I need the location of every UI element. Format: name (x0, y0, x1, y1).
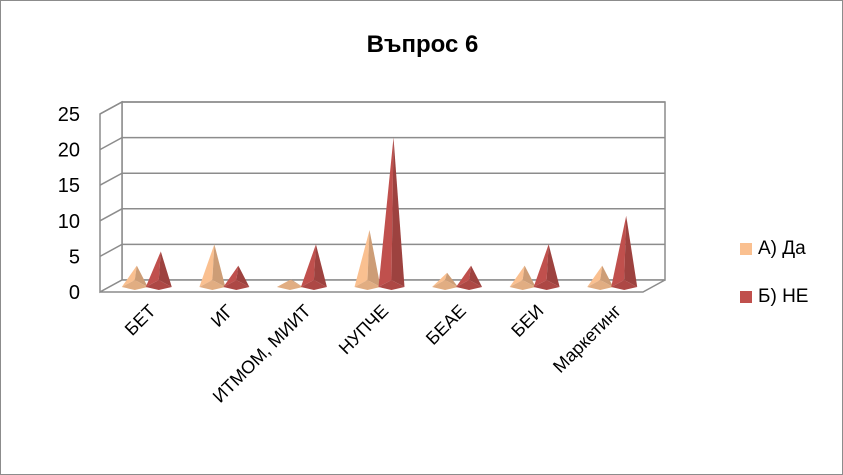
pyramid-base (300, 280, 327, 290)
pyramid-ne (223, 265, 250, 290)
side-wall (99, 100, 123, 294)
gridline (99, 136, 665, 151)
pyramid-base (354, 280, 381, 290)
gridlines (99, 101, 665, 258)
pyramid-right-face (367, 230, 381, 287)
pyramid-left-face (456, 265, 472, 287)
pyramid-da (276, 279, 303, 290)
pyramid-left-face (300, 244, 316, 287)
pyramid-ne (145, 251, 172, 290)
pyramid-base (378, 280, 405, 290)
x-tick-label: Маркетинг (549, 300, 625, 376)
pyramid-ne (300, 244, 327, 290)
pyramid-base (509, 280, 536, 290)
pyramid-right-face (546, 244, 560, 287)
pyramid-right-face (313, 244, 327, 287)
pyramid-da (199, 244, 226, 290)
pyramid-left-face (223, 265, 239, 287)
pyramid-base (145, 280, 172, 290)
data-marks (121, 137, 638, 290)
pyramid-right-face (134, 265, 148, 287)
pyramid-left-face (354, 230, 370, 287)
x-tick-label: БЕИ (507, 301, 547, 341)
pyramid-right-face (212, 244, 226, 287)
pyramid-base (432, 280, 459, 290)
pyramid-da (587, 265, 614, 290)
chart-title: Въпрос 6 (366, 31, 479, 58)
pyramid-base (456, 280, 483, 290)
pyramid-right-face (600, 265, 614, 287)
legend: А) Да Б) НЕ (740, 238, 808, 334)
pyramid-base (611, 280, 638, 290)
pyramid-left-face (378, 137, 394, 287)
gridline (99, 243, 665, 258)
pyramid-left-face (432, 272, 448, 287)
pyramid-da (509, 265, 536, 290)
pyramid-right-face (236, 265, 250, 287)
legend-item-ne: Б) НЕ (740, 286, 808, 308)
y-tick-label: 15 (58, 175, 80, 197)
pyramid-right-face (445, 272, 459, 287)
gridline (99, 208, 665, 222)
pyramid-base (121, 280, 148, 290)
pyramid-ne (611, 215, 638, 290)
y-tick-label: 5 (69, 246, 80, 268)
y-tick-label: 25 (58, 104, 80, 126)
legend-swatch-ne (740, 291, 752, 303)
pyramid-left-face (145, 251, 161, 287)
pyramid-base (199, 280, 226, 290)
pyramid-right-face (289, 279, 303, 287)
legend-label-da: А) Да (758, 238, 806, 259)
pyramid-da (121, 265, 148, 290)
pyramid-right-face (391, 137, 405, 287)
legend-item-da: А) Да (740, 238, 808, 260)
pyramid-base (276, 280, 303, 290)
pyramid-right-face (469, 265, 483, 287)
gridline (99, 101, 665, 115)
pyramid-left-face (611, 215, 627, 287)
legend-swatch-da (740, 243, 752, 255)
x-tick-label: БЕТ (121, 301, 160, 340)
y-tick-label: 10 (58, 211, 80, 233)
pyramid-ne (533, 244, 560, 290)
pyramid-right-face (158, 251, 172, 287)
y-tick-label: 0 (69, 282, 80, 304)
y-tick-label: 20 (58, 140, 80, 162)
pyramid-ne (378, 137, 405, 290)
pyramid-left-face (587, 265, 603, 287)
pyramid-right-face (624, 215, 638, 287)
pyramid-left-face (533, 244, 549, 287)
x-tick-label: НУПЧЕ (335, 301, 393, 359)
pyramid-right-face (522, 265, 536, 287)
pyramid-base (223, 280, 250, 290)
pyramid-left-face (121, 265, 137, 287)
x-tick-label: БЕАЕ (422, 301, 470, 349)
pyramid-base (533, 280, 560, 290)
y-axis-ticks: 0 5 10 15 20 25 (58, 104, 80, 304)
pyramid-left-face (199, 244, 215, 287)
gridline (99, 172, 665, 186)
pyramid-base (587, 280, 614, 290)
legend-label-ne: Б) НЕ (758, 286, 809, 307)
pyramid-da (354, 230, 381, 290)
pyramid-ne (456, 265, 483, 290)
pyramid-left-face (509, 265, 525, 287)
x-tick-label: ИГ (207, 301, 237, 331)
pyramid-da (432, 272, 459, 290)
